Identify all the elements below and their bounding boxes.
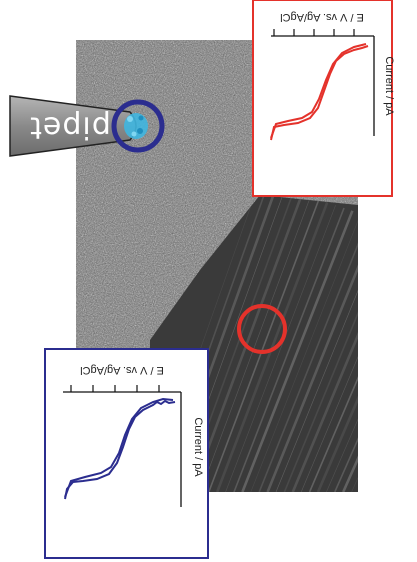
red-ylabel: Current / pA: [383, 56, 395, 116]
sem-fiber-streak: [275, 221, 358, 492]
blue-x-ticks: [70, 385, 160, 392]
blue-voltammogram-forward: [64, 399, 176, 500]
pipet-label: pipet: [29, 110, 111, 145]
blue-ylabel: Current / pA: [192, 417, 204, 477]
blue-xlabel: E / V vs. Ag/AgCl: [80, 364, 164, 376]
sem-fiber-streak: [258, 216, 358, 492]
sem-fiber-streak: [316, 235, 358, 492]
sem-fiber-streak: [233, 207, 345, 492]
pipet-tip-droplet: [124, 113, 148, 139]
red-voltammogram-forward: [270, 45, 369, 141]
sem-fiber-streak: [190, 195, 304, 492]
sem-fiber-streak: [360, 250, 417, 492]
red-inset-chart: E / V vs. Ag/AgCl Current / pA: [252, 0, 395, 197]
sem-fiber-streak: [283, 224, 358, 492]
pipet: pipet: [9, 95, 165, 157]
sem-fiber-streak: [291, 227, 358, 492]
blue-marker-circle: [111, 99, 165, 153]
sem-fiber-streak: [241, 210, 354, 492]
sem-fiber-streak: [308, 232, 358, 492]
blue-voltammogram-reverse: [64, 397, 174, 498]
sem-fiber-streak: [266, 218, 358, 492]
sem-fiber-streak: [208, 199, 320, 492]
sem-fiber-streak: [334, 241, 358, 492]
sem-fiber-streak: [250, 213, 358, 492]
sem-fiber-streak: [351, 247, 358, 492]
blue-inset-chart: E / V vs. Ag/AgCl Current / pA: [44, 348, 209, 559]
sem-fiber-streak: [215, 201, 329, 492]
red-xlabel: E / V vs. Ag/AgCl: [280, 11, 364, 23]
sem-fiber-streak: [200, 196, 311, 492]
sem-fiber-streak: [225, 205, 336, 492]
red-marker-circle: [237, 304, 287, 354]
red-voltammogram-reverse: [270, 43, 367, 139]
sem-fiber-streak: [326, 238, 358, 492]
sem-fiber-streak: [300, 230, 358, 492]
red-x-ticks: [273, 29, 355, 36]
